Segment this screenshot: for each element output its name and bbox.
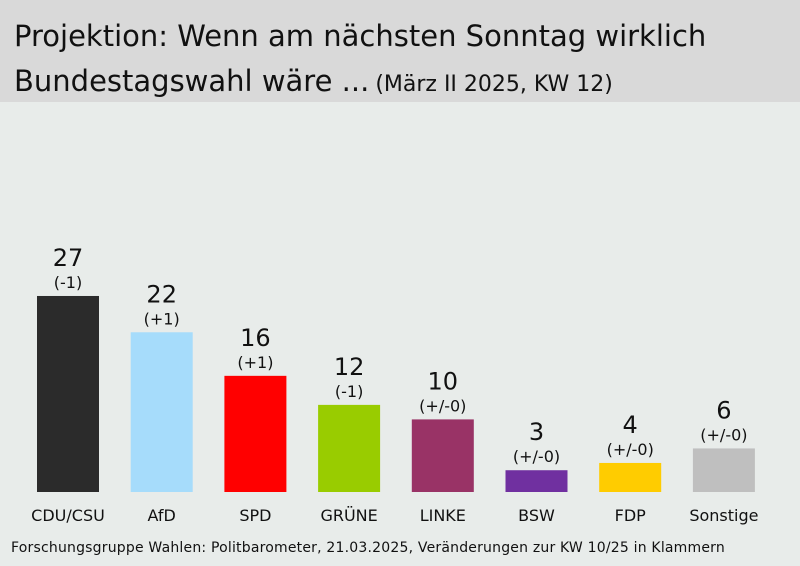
category-label-fdp: FDP bbox=[615, 506, 647, 525]
change-label-fdp: (+/-0) bbox=[607, 440, 654, 459]
category-label-afd: AfD bbox=[148, 506, 176, 525]
bar-bsw bbox=[505, 470, 568, 492]
bar-spd bbox=[224, 375, 287, 492]
value-label-bsw: 3 bbox=[529, 418, 544, 446]
change-label-linke: (+/-0) bbox=[419, 396, 466, 415]
source-note: Forschungsgruppe Wahlen: Politbarometer,… bbox=[11, 540, 725, 556]
chart-title-line-2: Bundestagswahl wäre ... (März II 2025, KW… bbox=[14, 64, 613, 98]
bar-grüne bbox=[318, 404, 381, 492]
value-label-grüne: 12 bbox=[334, 353, 365, 381]
chart-header: Projektion: Wenn am nächsten Sonntag wir… bbox=[0, 0, 800, 102]
value-label-sonstige: 6 bbox=[716, 396, 731, 424]
change-label-afd: (+1) bbox=[144, 309, 180, 328]
chart-title-text: Bundestagswahl wäre ... bbox=[14, 64, 370, 98]
chart-title-line-1: Projektion: Wenn am nächsten Sonntag wir… bbox=[14, 19, 707, 53]
change-label-spd: (+1) bbox=[237, 353, 273, 372]
value-label-cdu-csu: 27 bbox=[53, 244, 84, 272]
category-label-linke: LINKE bbox=[420, 506, 466, 525]
change-label-sonstige: (+/-0) bbox=[700, 425, 747, 444]
category-label-bsw: BSW bbox=[518, 506, 555, 525]
bar-fdp bbox=[599, 462, 662, 492]
bar-afd bbox=[130, 332, 193, 492]
value-label-linke: 10 bbox=[428, 367, 459, 395]
bar-cdu-csu bbox=[37, 295, 99, 492]
value-label-afd: 22 bbox=[146, 280, 177, 308]
change-label-grüne: (-1) bbox=[335, 382, 363, 401]
chart-subtitle: (März II 2025, KW 12) bbox=[375, 72, 613, 97]
category-label-cdu-csu: CDU/CSU bbox=[31, 506, 105, 525]
category-label-grüne: GRÜNE bbox=[320, 506, 377, 525]
category-label-spd: SPD bbox=[239, 506, 271, 525]
value-label-fdp: 4 bbox=[623, 411, 638, 439]
bar-sonstige bbox=[692, 448, 755, 492]
bar-linke bbox=[411, 419, 474, 492]
change-label-bsw: (+/-0) bbox=[513, 447, 560, 466]
value-label-spd: 16 bbox=[240, 324, 271, 352]
category-label-sonstige: Sonstige bbox=[689, 506, 758, 525]
change-label-cdu-csu: (-1) bbox=[54, 273, 82, 292]
